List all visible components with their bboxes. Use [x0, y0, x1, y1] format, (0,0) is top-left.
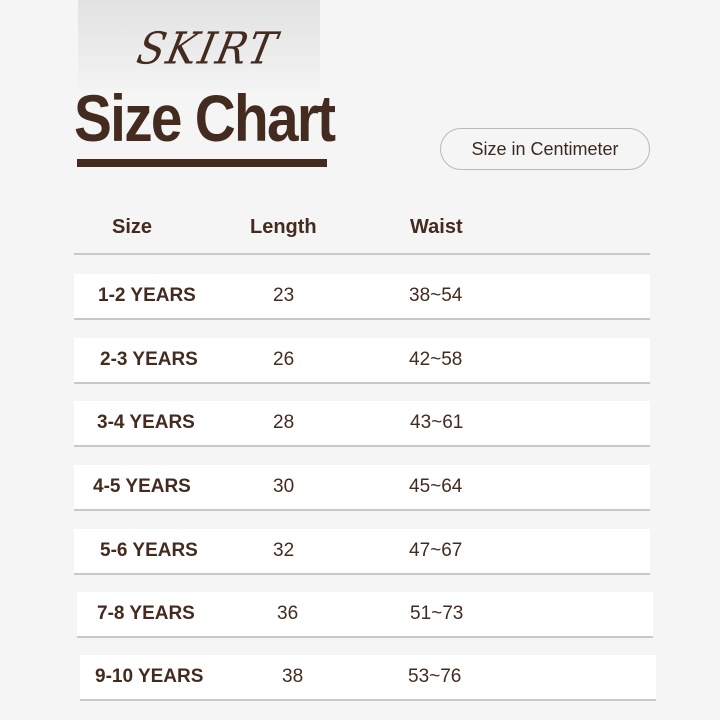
table-row: 7-8 YEARS 36 51~73: [77, 592, 653, 638]
cell-length: 28: [273, 412, 295, 433]
cell-waist: 38~54: [409, 285, 463, 306]
script-title: SKIRT: [132, 23, 283, 75]
table-row: 1-2 YEARS 23 38~54: [74, 274, 650, 320]
cell-waist: 47~67: [409, 540, 463, 561]
table-row: 3-4 YEARS 28 43~61: [74, 401, 650, 447]
cell-length: 30: [273, 476, 295, 497]
cell-waist: 51~73: [410, 603, 464, 624]
cell-waist: 45~64: [409, 476, 463, 497]
cell-length: 32: [273, 540, 295, 561]
cell-length: 23: [273, 285, 295, 306]
title-underline: [77, 159, 327, 167]
unit-badge: Size in Centimeter: [440, 128, 650, 170]
cell-waist: 53~76: [408, 666, 462, 687]
cell-size: 1-2 YEARS: [98, 285, 196, 306]
table-row: 5-6 YEARS 32 47~67: [74, 529, 650, 575]
cell-waist: 42~58: [409, 349, 463, 370]
cell-length: 38: [282, 666, 304, 687]
cell-length: 26: [273, 349, 295, 370]
table-row: 9-10 YEARS 38 53~76: [80, 655, 656, 701]
table-row: 4-5 YEARS 30 45~64: [74, 465, 650, 511]
cell-waist: 43~61: [410, 412, 464, 433]
cell-size: 2-3 YEARS: [100, 349, 198, 370]
cell-size: 7-8 YEARS: [97, 603, 195, 624]
cell-size: 4-5 YEARS: [93, 476, 191, 497]
column-header-size: Size: [112, 216, 153, 238]
header-backdrop: [78, 0, 320, 90]
cell-size: 9-10 YEARS: [95, 666, 204, 687]
cell-length: 36: [277, 603, 299, 624]
column-header-waist: Waist: [410, 216, 463, 238]
table-row: 2-3 YEARS 26 42~58: [74, 338, 650, 384]
column-header-length: Length: [250, 216, 317, 238]
page-title: Size Chart: [74, 81, 336, 155]
header-divider: [74, 253, 650, 255]
cell-size: 5-6 YEARS: [100, 540, 198, 561]
cell-size: 3-4 YEARS: [97, 412, 195, 433]
